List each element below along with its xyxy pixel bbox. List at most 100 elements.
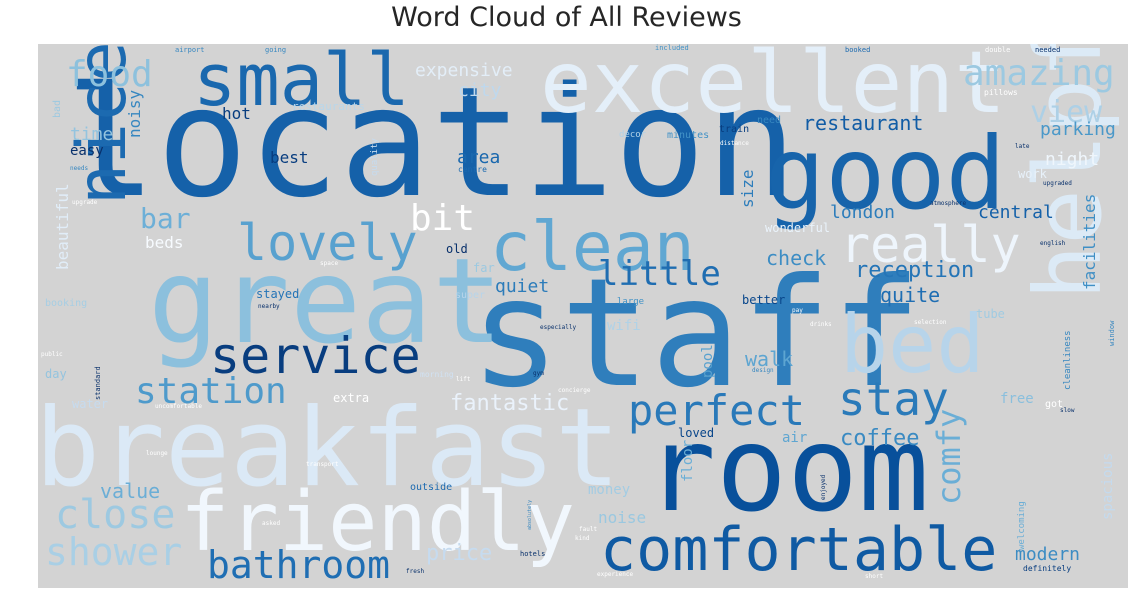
word-bit: bit: [410, 198, 475, 239]
word-view: view: [1030, 95, 1103, 130]
word-beautiful: beautiful: [53, 183, 72, 270]
word-london: london: [830, 202, 895, 223]
word-restaurant: restaurant: [803, 111, 923, 135]
word-staff: staff: [470, 247, 922, 421]
word-needed: needed: [1035, 46, 1060, 54]
word-design: design: [752, 367, 774, 374]
word-loved: loved: [678, 426, 714, 440]
word-far: far: [473, 261, 495, 275]
word-noisy: noisy: [125, 89, 144, 138]
word-better: better: [742, 293, 785, 307]
word-fresh: fresh: [406, 568, 424, 575]
word-excellent: excellent: [540, 44, 1006, 133]
word-pillows: pillows: [984, 88, 1018, 97]
word-cloud-background: [38, 44, 1128, 588]
word-space: space: [320, 260, 338, 267]
word-bed: bed: [840, 298, 985, 391]
word-modern: modern: [1015, 544, 1080, 565]
word-upgrade: upgrade: [72, 199, 98, 206]
word-window: window: [1108, 320, 1116, 346]
word-transport: transport: [306, 461, 339, 468]
word-needs: needs: [70, 165, 88, 172]
word-double: double: [985, 46, 1010, 54]
word-hot: hot: [222, 104, 251, 123]
word-late: late: [1015, 143, 1030, 150]
word-best: best: [270, 148, 309, 167]
word-shower: shower: [45, 530, 182, 574]
word-bathroom: bathroom: [207, 543, 390, 587]
word-minutes: minutes: [667, 130, 709, 141]
word-upgraded: upgraded: [1043, 180, 1072, 187]
word-super: super: [455, 290, 485, 301]
word-really: really: [840, 216, 1021, 274]
word-night: night: [1045, 149, 1099, 170]
word-wonderful: wonderful: [765, 221, 830, 235]
word-easy: easy: [70, 143, 104, 159]
word-bar: bar: [140, 202, 191, 235]
word-enjoyed: enjoyed: [820, 474, 827, 500]
word-price: price: [426, 541, 492, 566]
word-old: old: [446, 242, 468, 256]
word-pool: pool: [700, 344, 716, 378]
word-floor: floor: [680, 440, 696, 482]
word-morning: morning: [420, 370, 454, 379]
word-booked: booked: [845, 46, 870, 54]
word-work: work: [1018, 167, 1048, 181]
word-expensive: expensive: [415, 60, 513, 81]
word-definitely: definitely: [1023, 564, 1071, 573]
word-extra: extra: [333, 391, 369, 405]
word-large: large: [617, 297, 644, 307]
chart-title: Word Cloud of All Reviews: [391, 2, 742, 33]
word-tube: tube: [976, 307, 1005, 321]
word-great: great: [148, 232, 503, 370]
word-noise: noise: [598, 508, 646, 527]
word-outside: outside: [410, 482, 452, 493]
word-location: location: [65, 54, 797, 231]
word-centre: centre: [458, 165, 487, 174]
word-especially: especially: [540, 324, 577, 331]
word-amazing: amazing: [963, 53, 1115, 94]
word-size: size: [738, 169, 757, 208]
word-central: central: [978, 202, 1054, 223]
word-check: check: [766, 246, 826, 270]
word-close: close: [55, 492, 175, 538]
word-spacious: spacious: [1100, 453, 1116, 520]
word-comfortable: comfortable: [600, 515, 997, 585]
word-slow: slow: [1060, 407, 1075, 414]
word-walk: walk: [745, 347, 793, 371]
word-area: area: [457, 147, 500, 168]
word-free: free: [1000, 391, 1034, 407]
word-drinks: drinks: [810, 321, 832, 328]
word-food: food: [66, 54, 153, 95]
word-service: service: [210, 327, 421, 385]
word-public: public: [41, 351, 63, 358]
word-air: air: [782, 430, 807, 446]
word-parking: parking: [1040, 119, 1116, 140]
word-beds: beds: [145, 233, 184, 252]
word-distance: distance: [720, 140, 749, 147]
word-value: value: [100, 479, 160, 503]
word-fault: fault: [579, 526, 597, 533]
word-welcoming: welcoming: [1017, 501, 1027, 550]
word-nearby: nearby: [258, 303, 280, 310]
word-little: little: [598, 254, 721, 294]
word-absolutely: absolutely: [527, 500, 533, 530]
word-wifi: wifi: [607, 318, 641, 334]
word-lounge: lounge: [146, 450, 168, 457]
word-station: station: [135, 371, 287, 412]
word-decor: decor: [619, 130, 647, 140]
word-helpful: helpful: [1015, 44, 1122, 300]
word-clean: clean: [490, 208, 695, 287]
word-included: included: [655, 44, 689, 52]
word-coffee: coffee: [840, 426, 919, 451]
word-english: english: [1040, 240, 1066, 247]
word-perfect: perfect: [628, 386, 805, 435]
word-cloud-panel: staff location room great breakfast good excel…: [38, 44, 1128, 588]
word-kind: kind: [575, 535, 590, 542]
word-airport: airport: [175, 46, 205, 54]
word-time: time: [70, 124, 113, 145]
word-water: water: [72, 397, 108, 411]
word-hotels: hotels: [520, 550, 545, 558]
word-concierge: concierge: [558, 387, 591, 394]
